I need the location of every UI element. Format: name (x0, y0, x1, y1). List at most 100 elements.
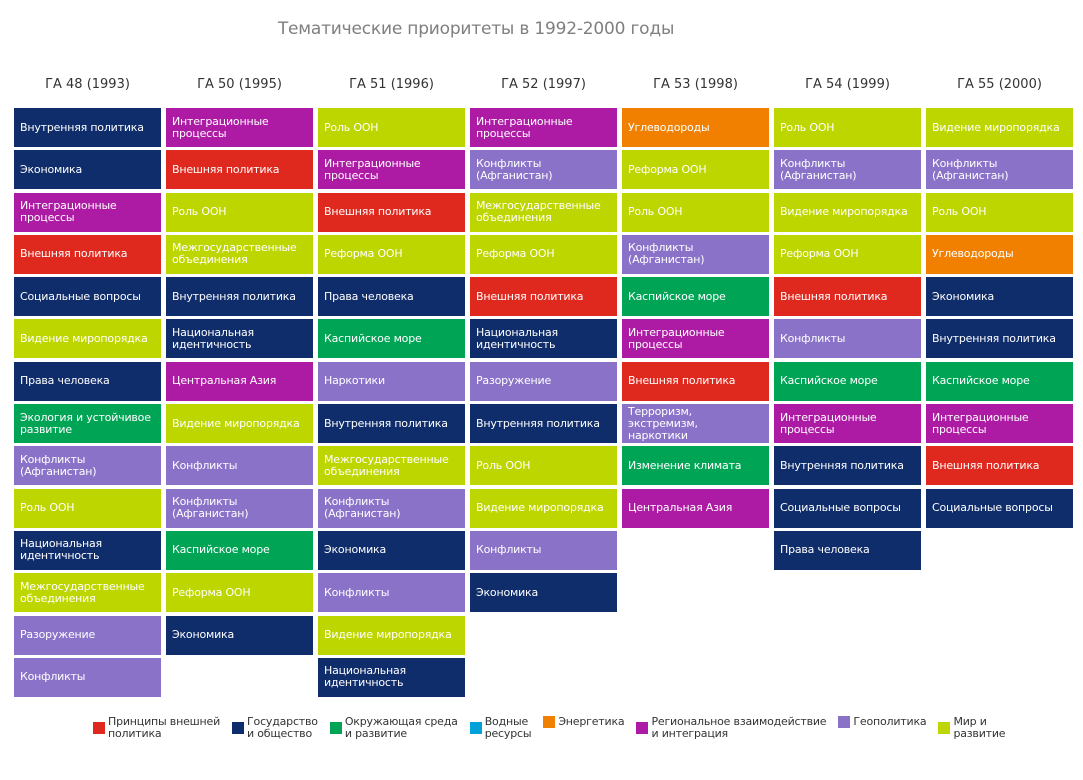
topic-cell: Роль ООН (926, 192, 1073, 232)
topic-label: Внутренняя политика (932, 331, 1056, 345)
topic-list: Роль ООН Интеграционные процессы Внешняя п… (318, 108, 465, 697)
topic-cell: Внутренняя политика (926, 319, 1073, 359)
topic-label: Интеграционные процессы (476, 114, 573, 140)
legend-label: Геополитика (853, 715, 927, 728)
topic-label: Внутренняя политика (780, 458, 904, 472)
topic-label: Межгосударственные объединения (172, 241, 297, 267)
topic-cell: Внутренняя политика (166, 277, 313, 317)
topic-list: Роль ООН Конфликты (Афганистан) Видение ми… (774, 108, 921, 570)
topic-label: Терроризм, экстремизм, наркотики (628, 404, 698, 442)
topic-cell: Реформа ООН (166, 573, 313, 613)
topic-cell: Внутренняя политика (774, 446, 921, 486)
topic-label: Центральная Азия (628, 501, 733, 515)
topic-cell: Роль ООН (318, 108, 465, 147)
topic-cell: Центральная Азия (622, 488, 769, 528)
topic-cell: Экономика (14, 150, 161, 190)
topic-label: Роль ООН (628, 205, 683, 219)
column-header: ГА 55 (2000) (957, 77, 1042, 92)
topic-label: Конфликты (Афганистан) (932, 156, 1009, 182)
topic-list: Интеграционные процессы Конфликты (Афгани… (470, 108, 617, 613)
topic-cell: Каспийское море (774, 361, 921, 401)
topic-label: Роль ООН (20, 501, 75, 515)
topic-label: Национальная идентичность (172, 325, 254, 351)
topic-cell: Интеграционные процессы (774, 404, 921, 444)
topic-cell: Внешняя политика (318, 192, 465, 232)
topic-label: Конфликты (Афганистан) (172, 495, 249, 521)
topic-cell: Экология и устойчивое развитие (14, 404, 161, 444)
topic-cell: Реформа ООН (774, 234, 921, 274)
topic-label: Конфликты (476, 543, 542, 557)
topic-label: Национальная идентичность (20, 537, 102, 563)
topic-label: Каспийское море (932, 374, 1030, 388)
topic-label: Внешняя политика (20, 247, 128, 261)
topic-label: Видение миропорядка (172, 416, 300, 430)
topic-cell: Углеводороды (926, 234, 1073, 274)
topic-list: Интеграционные процессы Внешняя политика Р… (166, 108, 313, 655)
topic-label: Конфликты (Афганистан) (476, 156, 553, 182)
topic-label: Видение миропорядка (324, 628, 452, 642)
topic-cell: Внешняя политика (622, 361, 769, 401)
topic-cell: Роль ООН (14, 488, 161, 528)
legend-swatch (232, 722, 245, 734)
topic-label: Национальная идентичность (324, 664, 406, 690)
topic-cell: Национальная идентичность (318, 657, 465, 697)
topic-cell: Каспийское море (926, 361, 1073, 401)
topic-cell: Интеграционные процессы (926, 404, 1073, 444)
legend-label: Принципы внешней политика (108, 715, 221, 740)
topic-cell: Реформа ООН (622, 150, 769, 190)
topic-label: Роль ООН (932, 205, 987, 219)
topic-cell: Внутренняя политика (14, 108, 161, 147)
topic-cell: Каспийское море (622, 277, 769, 317)
topic-label: Конфликты (Афганистан) (780, 156, 857, 182)
topic-label: Реформа ООН (172, 585, 251, 599)
legend: Принципы внешней политика Государство и о… (93, 716, 1017, 740)
legend-swatch (93, 722, 105, 734)
topic-cell: Межгосударственные объединения (318, 446, 465, 486)
legend-item-environment: Окружающая среда и развитие (329, 715, 458, 740)
topic-label: Центральная Азия (172, 374, 277, 388)
topic-cell: Конфликты (470, 530, 617, 570)
topic-cell: Социальные вопросы (774, 488, 921, 528)
topic-cell: Реформа ООН (470, 234, 617, 274)
topic-cell: Конфликты (Афганистан) (14, 446, 161, 486)
topic-label: Углеводороды (932, 247, 1014, 261)
topic-label: Каспийское море (324, 331, 422, 345)
legend-label: Государство и общество (247, 715, 318, 740)
legend-label: Мир и развитие (953, 715, 1006, 740)
topic-cell: Разоружение (14, 615, 161, 655)
topic-label: Углеводороды (628, 120, 710, 134)
topic-label: Видение миропорядка (20, 331, 148, 345)
topic-cell: Видение миропорядка (14, 319, 161, 359)
topic-label: Реформа ООН (476, 247, 555, 261)
legend-item-energy: Энергетика (543, 716, 625, 728)
legend-label: Водные ресурсы (484, 715, 532, 740)
legend-label: Окружающая среда и развитие (344, 715, 458, 740)
topic-label: Межгосударственные объединения (324, 452, 449, 478)
topic-cell: Права человека (774, 530, 921, 570)
topic-label: Каспийское море (628, 289, 726, 303)
topic-label: Экономика (172, 628, 235, 642)
topic-cell: Видение миропорядка (166, 404, 313, 444)
topic-list: Углеводороды Реформа ООН Роль ООН Конфликты… (622, 108, 769, 528)
session-column: ГА 53 (1998) Углеводороды Реформа ООН Роль … (622, 72, 769, 697)
topic-cell: Экономика (166, 615, 313, 655)
topic-label: Внешняя политика (172, 162, 280, 176)
topic-label: Права человека (324, 289, 414, 303)
topic-label: Видение миропорядка (780, 205, 908, 219)
topic-cell: Права человека (14, 361, 161, 401)
topic-label: Экономика (324, 543, 387, 557)
topic-label: Внешняя политика (324, 205, 432, 219)
legend-swatch (938, 722, 951, 734)
topic-cell: Терроризм, экстремизм, наркотики (622, 404, 769, 444)
topic-label: Реформа ООН (324, 247, 403, 261)
session-column: ГА 54 (1999) Роль ООН Конфликты (Афганиста… (774, 72, 921, 697)
topic-label: Роль ООН (780, 120, 835, 134)
topic-cell: Экономика (318, 530, 465, 570)
topic-cell: Интеграционные процессы (318, 150, 465, 190)
topic-cell: Национальная идентичность (166, 319, 313, 359)
topic-label: Реформа ООН (780, 247, 859, 261)
legend-item-geopolitics: Геополитика (838, 715, 927, 728)
topic-cell: Конфликты (Афганистан) (318, 488, 465, 528)
topic-cell: Конфликты (Афганистан) (470, 150, 617, 190)
topic-label: Внешняя политика (780, 289, 888, 303)
